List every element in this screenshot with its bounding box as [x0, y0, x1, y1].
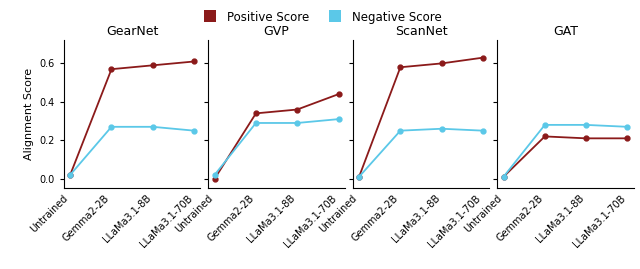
Y-axis label: Alignment Score: Alignment Score — [24, 68, 34, 160]
Title: GAT: GAT — [553, 25, 578, 38]
Title: GearNet: GearNet — [106, 25, 158, 38]
Title: ScanNet: ScanNet — [395, 25, 447, 38]
Legend: Positive Score, Negative Score: Positive Score, Negative Score — [194, 6, 446, 28]
Title: GVP: GVP — [264, 25, 289, 38]
